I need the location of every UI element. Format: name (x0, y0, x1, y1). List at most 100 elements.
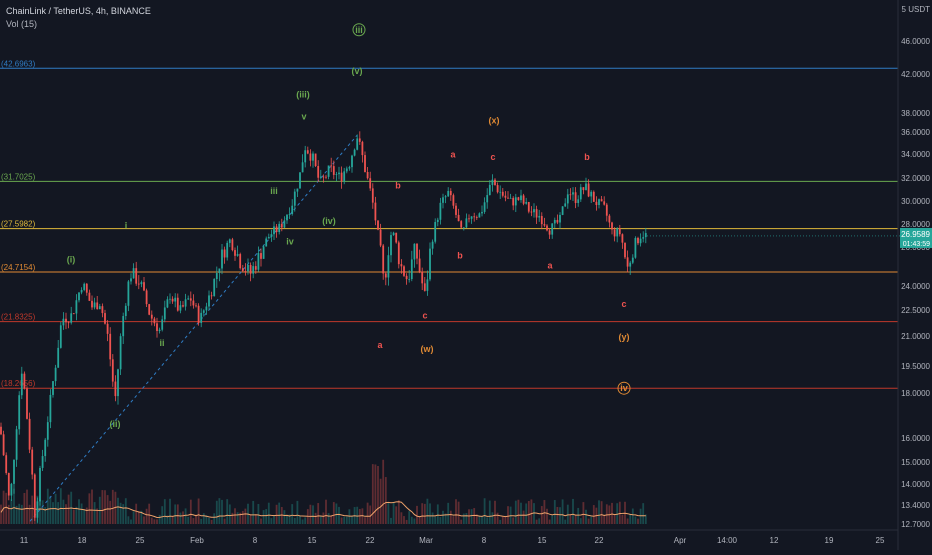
volume-bar (514, 500, 517, 524)
candle-body (83, 283, 86, 290)
candles (0, 131, 647, 523)
candle-body (18, 395, 21, 430)
volume-bar (254, 515, 257, 524)
volume-bar (470, 509, 473, 524)
candle-body (150, 314, 153, 319)
trendline[interactable] (29, 134, 358, 522)
candle-body (327, 165, 330, 177)
candle-body (195, 305, 197, 307)
volume-bar (2, 490, 5, 524)
volume-bar (88, 493, 91, 524)
candle-body (481, 211, 483, 214)
volume-bar (629, 513, 632, 524)
volume-bar (275, 504, 278, 524)
volume-bar (62, 499, 65, 524)
candle-body (592, 191, 595, 202)
wave-circle-23 (617, 381, 631, 395)
volume-bar (585, 509, 587, 524)
candle-body (33, 474, 36, 518)
candle-body (106, 323, 109, 334)
candle-body (200, 312, 203, 324)
candle-body (31, 449, 34, 475)
candle-body (241, 268, 244, 272)
candle-body (587, 183, 590, 197)
volume-bar (0, 504, 2, 524)
candle-body (293, 191, 296, 206)
candle-body (442, 197, 444, 203)
volume-bar (205, 515, 208, 524)
candle-body (470, 216, 473, 219)
candle-body (23, 373, 26, 389)
candle-body (374, 202, 377, 221)
candle-body (36, 501, 39, 518)
volume-bar (192, 518, 195, 524)
volume-bar (226, 499, 229, 524)
candle-body (13, 459, 15, 484)
candle-body (579, 187, 582, 200)
candle-body (561, 206, 564, 215)
volume-bar (31, 495, 34, 524)
candle-body (559, 214, 561, 223)
volume-bar (504, 515, 507, 524)
candle-body (390, 235, 392, 256)
time-axis[interactable]: 11 18 25 Feb 8 15 22 Mar 8 15 22 Apr 14:00 12 19 25 (0, 529, 898, 545)
candle-body (39, 467, 41, 502)
price-tick-5: 32.0000 (901, 174, 930, 183)
volume-bar (642, 503, 645, 524)
candle-body (176, 297, 179, 311)
time-tick-7: Mar (419, 536, 433, 545)
volume-bar (520, 502, 522, 524)
volume-bar (634, 516, 637, 524)
candle-body (249, 264, 252, 274)
wave-label-6: iv (286, 237, 294, 247)
candle-body (364, 155, 366, 172)
candle-body (80, 289, 83, 293)
candle-body (52, 381, 54, 395)
volume-bar (145, 508, 148, 524)
candle-body (423, 283, 426, 291)
volume-bar (28, 504, 31, 524)
price-axis[interactable]: 5 USDT 46.0000 42.0000 38.0000 36.0000 34.000… (647, 0, 932, 550)
volume-bar (135, 503, 138, 524)
volume-bar (543, 500, 546, 524)
volume-bar (408, 511, 411, 524)
volume-bar (176, 504, 179, 524)
level-label-0: (42.6963) (1, 59, 36, 68)
candle-body (358, 138, 361, 142)
volume-bar (312, 505, 314, 524)
volume-bar (260, 518, 262, 524)
candle-body (348, 167, 351, 169)
candle-body (221, 249, 223, 269)
time-tick-5: 15 (308, 536, 317, 545)
volume-bar (278, 502, 281, 524)
candle-body (88, 292, 91, 301)
candle-body (338, 172, 340, 175)
price-tick-11: 21.0000 (901, 332, 930, 341)
volume-bar (239, 512, 242, 524)
volume-bar (127, 516, 130, 524)
level-label-3: (24.7154) (1, 263, 36, 272)
candle-body (429, 248, 431, 280)
level-label-4: (21.8325) (1, 313, 36, 322)
volume-bar (325, 499, 327, 524)
candle-body (322, 176, 325, 178)
candle-body (478, 213, 481, 218)
candle-body (421, 271, 424, 284)
price-tick-16: 14.0000 (901, 480, 930, 489)
wave-label-12: a (450, 150, 456, 160)
volume-bar (210, 519, 213, 524)
volume-bar (299, 515, 301, 524)
volume-bar (499, 519, 502, 524)
candle-body (543, 224, 546, 226)
symbol-title: ChainLink / TetherUS, 4h, BINANCE (6, 6, 151, 16)
candle-body (0, 426, 2, 435)
candle-body (496, 185, 499, 193)
volume-bar (473, 508, 476, 524)
volume-bar (413, 518, 416, 524)
volume-bar (517, 499, 520, 524)
volume-bar (512, 517, 515, 524)
volume-bar (140, 510, 143, 524)
volume-bar (426, 498, 429, 524)
